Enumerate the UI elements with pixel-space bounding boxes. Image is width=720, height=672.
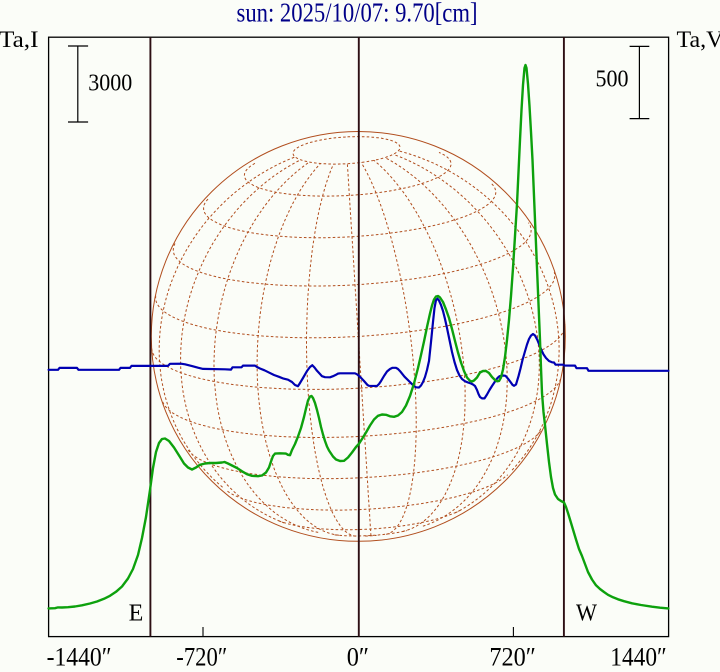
svg-text:Ta,V: Ta,V <box>677 27 720 52</box>
svg-text:-1440″: -1440″ <box>47 642 112 671</box>
svg-text:W: W <box>576 601 597 627</box>
svg-text:-720″: -720″ <box>176 642 227 671</box>
svg-text:3000: 3000 <box>88 70 132 96</box>
svg-text:500: 500 <box>596 67 629 93</box>
svg-text:0″: 0″ <box>347 642 369 671</box>
svg-text:720″: 720″ <box>489 642 536 671</box>
svg-text:Ta,I: Ta,I <box>0 27 39 52</box>
svg-text:E: E <box>129 601 144 627</box>
svg-text:sun: 2025/10/07: 9.70[cm]: sun: 2025/10/07: 9.70[cm] <box>237 0 478 27</box>
svg-text:1440″: 1440″ <box>610 642 667 671</box>
